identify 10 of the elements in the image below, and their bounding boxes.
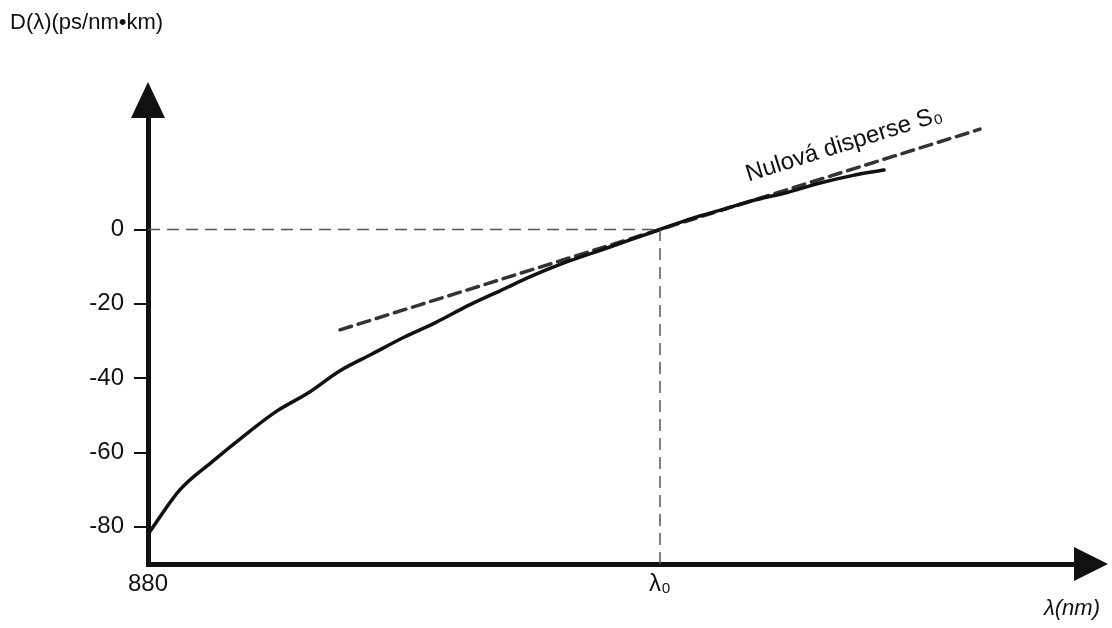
y-tick-label: -60 [89,437,124,465]
y-tick-label: 0 [110,214,124,242]
x-axis-title: λ(nm) [1042,595,1100,621]
text: Nulová disperse S₀ [742,99,946,187]
y-tick-label: -20 [89,288,124,316]
x-tick-label: λ₀ [649,569,671,597]
y-axis-title: D(λ)(ps/nm•km) [10,9,164,35]
y-tick-label: -40 [89,362,124,390]
y-tick-label: -80 [89,511,124,539]
x-tick-label: 880 [127,569,169,597]
